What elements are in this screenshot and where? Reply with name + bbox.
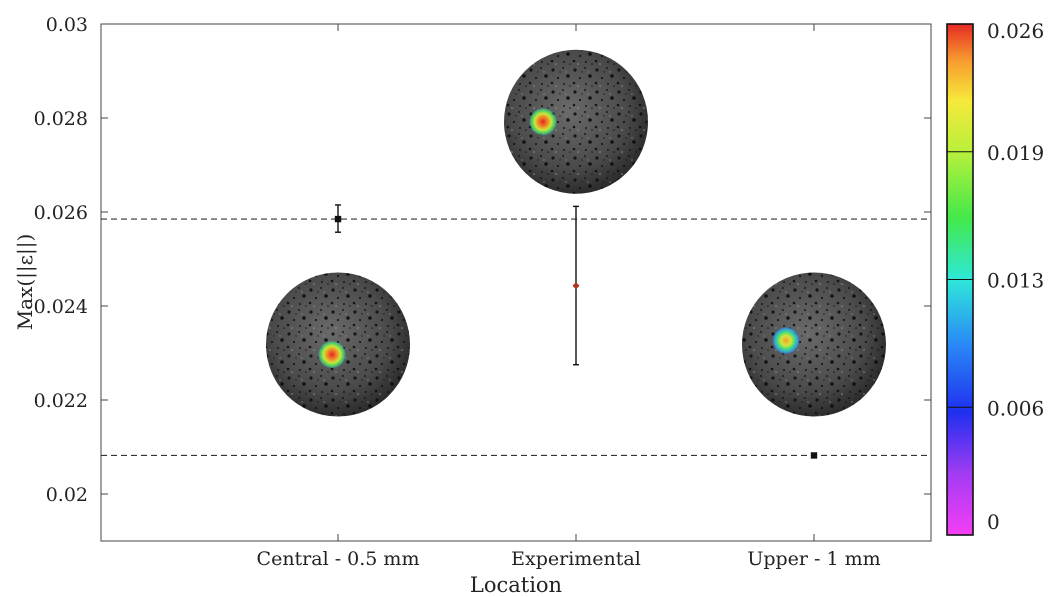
strain-hotspot [318, 340, 346, 369]
x-tick-label: Upper - 1 mm [747, 548, 880, 570]
strain-hotspot [772, 326, 800, 355]
strain-hotspot [529, 107, 557, 136]
x-axis: Central - 0.5 mm Experimental Upper - 1 mm [257, 24, 881, 570]
reference-lines [101, 218, 931, 457]
y-tick-label: 0.02 [46, 484, 88, 506]
y-tick-label: 0.024 [34, 296, 88, 318]
colorbar: 0 0.006 0.013 0.019 0.026 [946, 19, 1044, 536]
y-axis: 0.02 0.022 0.024 0.026 0.028 0.03 [34, 14, 931, 506]
x-tick-label: Experimental [511, 548, 641, 570]
colorbar-tick-label: 0.006 [987, 396, 1044, 420]
y-tick-label: 0.028 [34, 108, 88, 130]
y-tick-label: 0.022 [34, 390, 88, 412]
colorbar-tick-label: 0.013 [987, 269, 1044, 293]
sphere-inset [504, 49, 648, 194]
sphere-speckle [742, 272, 886, 417]
x-axis-label: Location [470, 573, 562, 597]
y-axis-label: Max(||ε||) [13, 234, 38, 331]
colorbar-tick-label: 0 [987, 510, 1000, 534]
colorbar-tick-label: 0.019 [987, 141, 1044, 165]
data-point [334, 215, 342, 223]
sphere-speckle [504, 49, 648, 194]
y-tick-label: 0.03 [46, 14, 88, 36]
sphere-inset [266, 272, 410, 417]
y-tick-label: 0.026 [34, 202, 88, 224]
data-points [334, 204, 818, 459]
sphere-insets [266, 49, 886, 417]
data-point [810, 452, 818, 459]
colorbar-tick-label: 0.026 [987, 19, 1044, 43]
data-point [572, 282, 580, 290]
x-tick-label: Central - 0.5 mm [257, 548, 420, 570]
sphere-inset [742, 272, 886, 417]
